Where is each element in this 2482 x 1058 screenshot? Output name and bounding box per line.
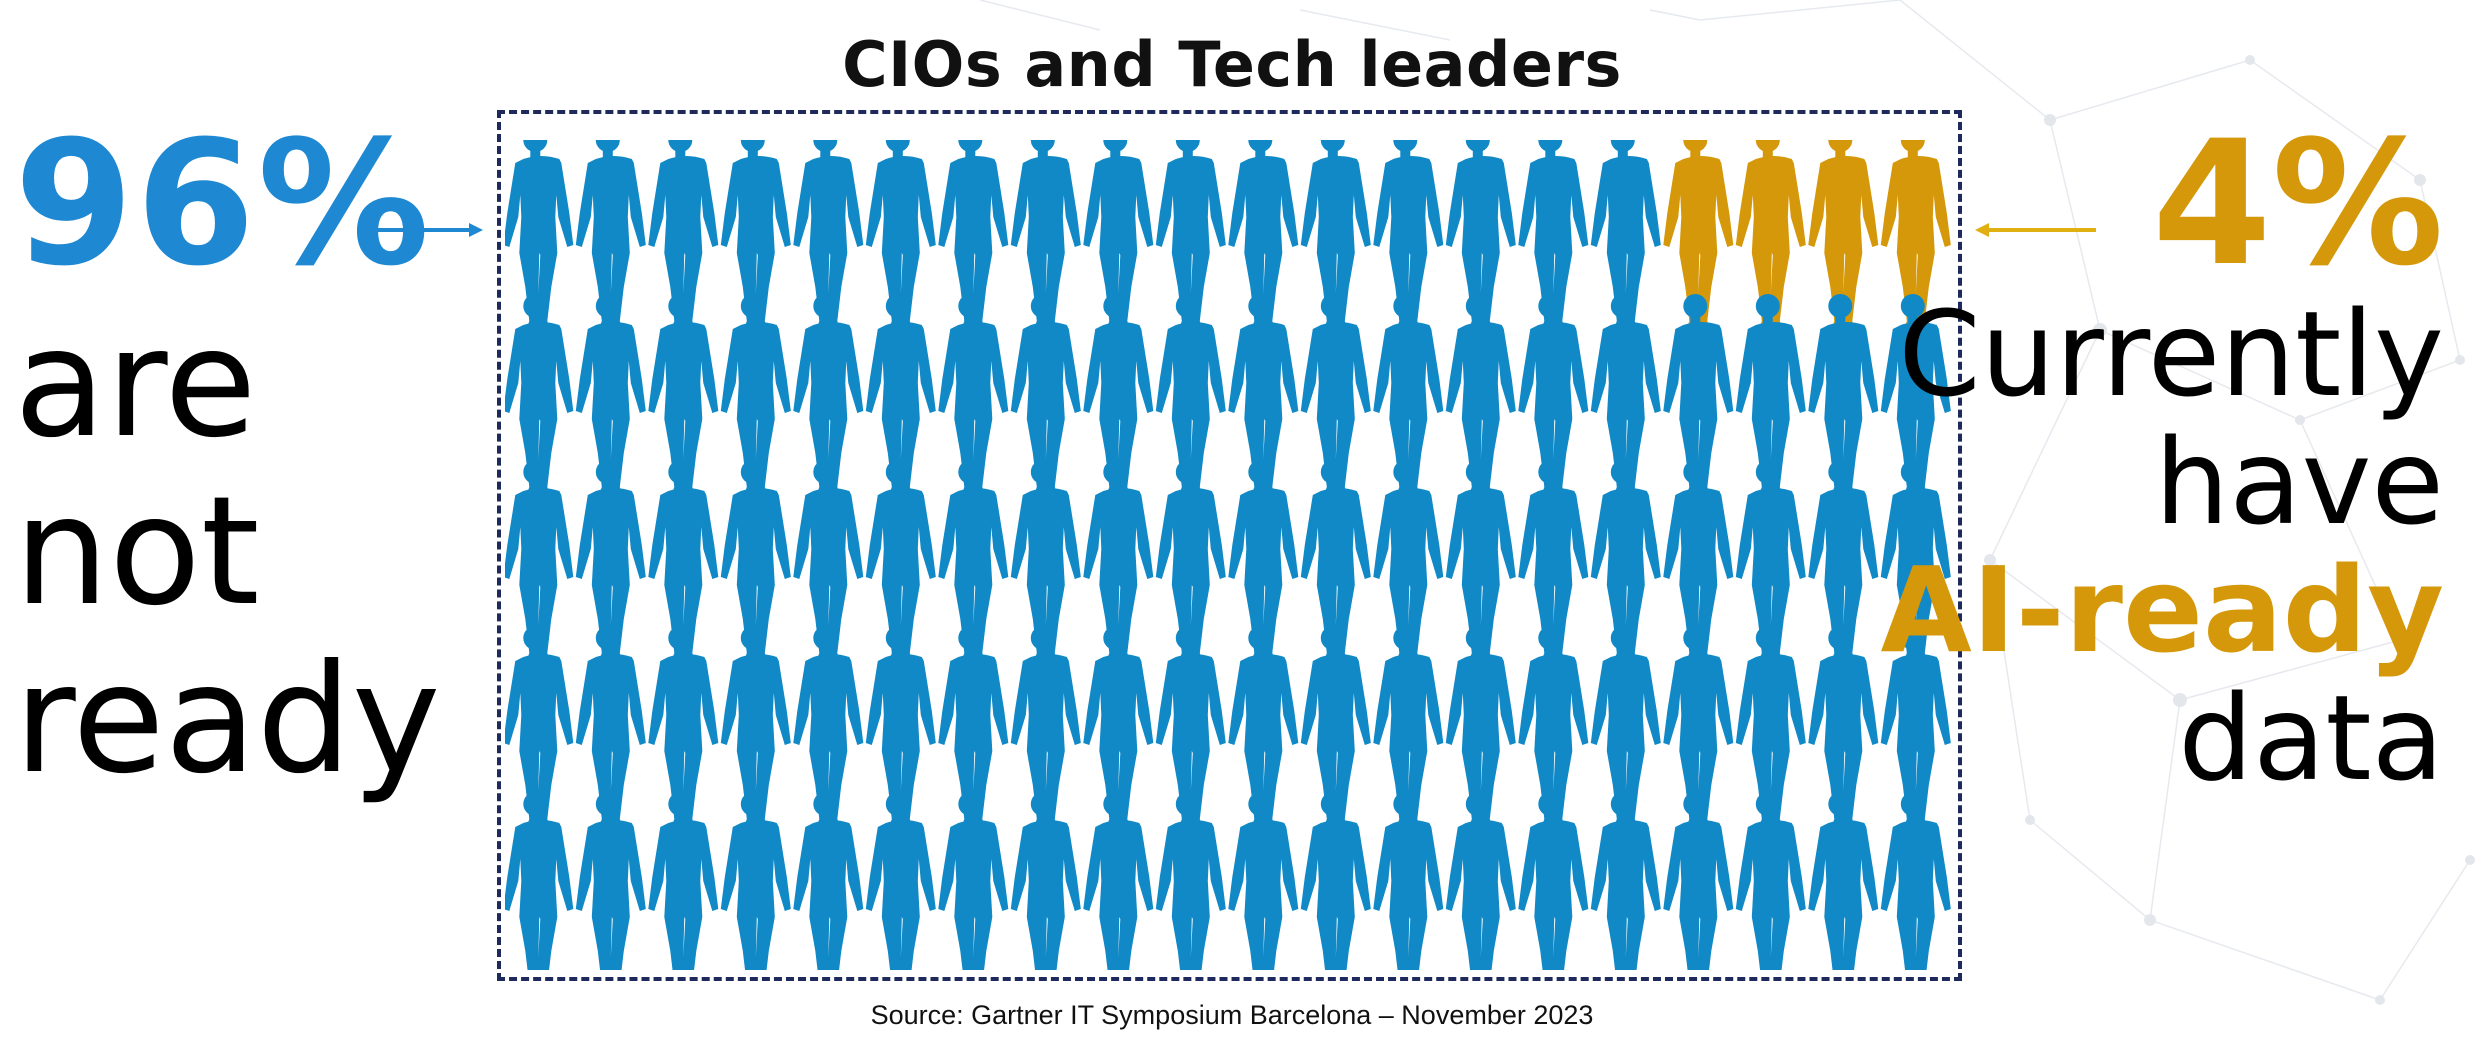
person-icon-not-ready (1083, 792, 1154, 970)
person-icon-not-ready (1735, 792, 1806, 970)
left-line-1: are (14, 297, 257, 471)
person-icon-not-ready (575, 792, 646, 970)
right-line-1: Currently (1898, 285, 2444, 423)
right-callout-text: Currently have AI-ready data (1881, 290, 2444, 802)
person-icon-not-ready (720, 792, 791, 970)
person-icon-not-ready (1880, 792, 1951, 970)
left-percent: 96% (14, 103, 432, 304)
person-icon-not-ready (1590, 792, 1661, 970)
person-icon-not-ready (1010, 792, 1081, 970)
person-icon-not-ready (1300, 792, 1371, 970)
left-callout-text: are not ready (14, 300, 441, 804)
right-line-3: AI-ready (1880, 541, 2444, 679)
person-icon-not-ready (1445, 792, 1516, 970)
right-percent: 4% (2151, 103, 2444, 304)
right-line-2: have (2154, 413, 2444, 551)
person-icon-not-ready (865, 792, 936, 970)
person-icon-not-ready (505, 792, 574, 970)
chart-title: CIOs and Tech leaders (842, 28, 1622, 101)
right-line-4: data (2178, 669, 2444, 807)
source-note: Source: Gartner IT Symposium Barcelona –… (870, 1000, 1594, 1030)
right-arrow-icon (1975, 223, 2096, 237)
person-icon-not-ready (1518, 792, 1589, 970)
dashed-frame (497, 110, 1962, 981)
left-arrow-icon (359, 223, 483, 237)
person-icon-not-ready (648, 792, 719, 970)
pictograph-grid (505, 140, 1951, 970)
left-line-3: ready (14, 633, 441, 807)
person-icon-not-ready (1808, 792, 1879, 970)
person-icon-not-ready (1228, 792, 1299, 970)
left-line-2: not (14, 465, 260, 639)
person-icon-not-ready (1373, 792, 1444, 970)
person-icon-not-ready (1155, 792, 1226, 970)
person-icon-not-ready (793, 792, 864, 970)
person-icon-not-ready (1663, 792, 1734, 970)
person-icon-not-ready (938, 792, 1009, 970)
